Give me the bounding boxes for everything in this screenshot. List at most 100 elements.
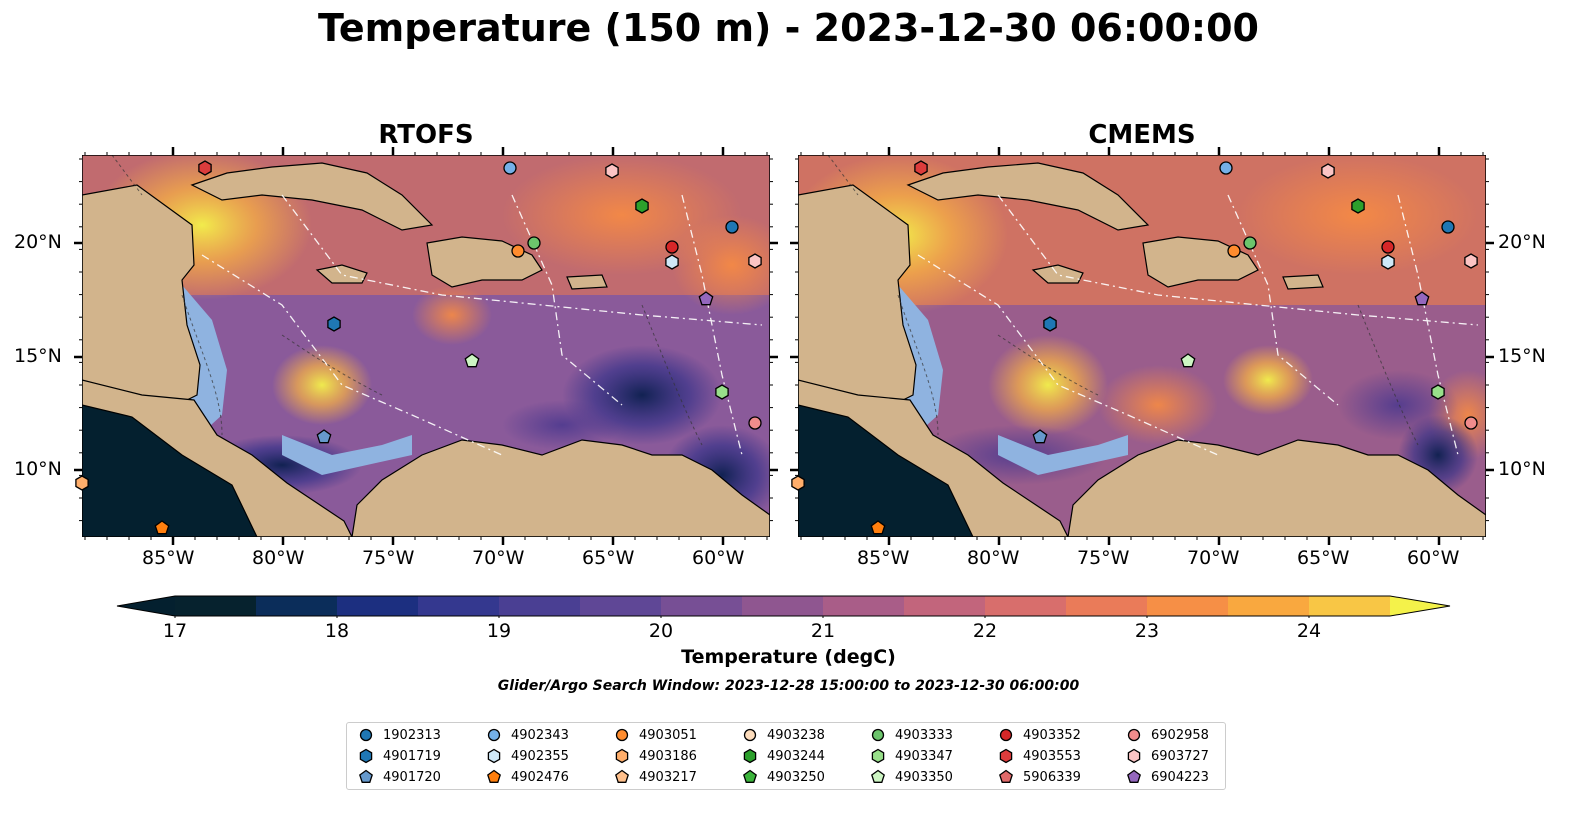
colorbar-tick-label: 17 bbox=[162, 620, 188, 642]
colorbar bbox=[116, 595, 1451, 618]
eez-boundary bbox=[917, 194, 1479, 456]
lon-tick-label: 60°W bbox=[692, 547, 745, 569]
float-marker bbox=[665, 254, 679, 270]
warm-anomaly bbox=[412, 285, 492, 345]
float-marker bbox=[1431, 384, 1445, 400]
float-marker bbox=[1464, 253, 1478, 269]
float-marker bbox=[1219, 161, 1233, 175]
float-marker bbox=[605, 163, 619, 179]
legend-label: 4903250 bbox=[767, 769, 825, 785]
colorbar-extend-low bbox=[117, 596, 175, 616]
lon-tick-label: 65°W bbox=[1297, 547, 1350, 569]
land-central-america bbox=[798, 379, 1069, 537]
land-south-america bbox=[351, 439, 770, 537]
legend-marker bbox=[743, 769, 757, 783]
float-marker bbox=[1180, 353, 1196, 368]
lat-tick-label: 20°N bbox=[1498, 231, 1546, 253]
legend-marker bbox=[871, 748, 885, 764]
legend-marker-icon bbox=[871, 748, 885, 764]
legend-marker-icon bbox=[359, 769, 373, 783]
legend-label: 4903217 bbox=[639, 769, 697, 785]
lon-tick-label: 80°W bbox=[252, 547, 305, 569]
warm-anomaly bbox=[988, 335, 1108, 435]
float-marker bbox=[748, 416, 762, 430]
lat-tick-label: 10°N bbox=[1498, 458, 1546, 480]
colorbar-segment bbox=[256, 596, 338, 616]
colorbar-segment bbox=[418, 596, 500, 616]
land-cuba bbox=[190, 162, 434, 231]
legend-marker-icon bbox=[487, 728, 501, 742]
colorbar-segment bbox=[337, 596, 419, 616]
legend-item: 4903186 bbox=[613, 746, 697, 766]
cold-anomaly bbox=[502, 400, 622, 450]
legend-marker bbox=[1127, 769, 1141, 783]
float-marker bbox=[527, 236, 541, 250]
map-panel-rtofs bbox=[82, 155, 770, 537]
legend-marker-icon bbox=[1127, 769, 1141, 783]
float-marker bbox=[1414, 291, 1430, 306]
legend-item: 4903051 bbox=[613, 725, 697, 745]
float-marker bbox=[1243, 236, 1257, 250]
legend-marker bbox=[487, 728, 501, 742]
legend-label: 4903350 bbox=[895, 769, 953, 785]
legend-item: 6902958 bbox=[1125, 725, 1209, 745]
warm-anomaly bbox=[272, 345, 372, 425]
colorbar-tick-label: 18 bbox=[324, 620, 350, 642]
land-jamaica bbox=[315, 264, 368, 284]
legend-marker-icon bbox=[615, 769, 629, 783]
legend-marker bbox=[615, 769, 629, 783]
search-window-text: Glider/Argo Search Window: 2023-12-28 15… bbox=[497, 678, 1080, 694]
land-south-america bbox=[1067, 439, 1486, 537]
float-marker bbox=[198, 160, 212, 176]
legend-marker-icon bbox=[615, 748, 629, 764]
legend-label: 4902355 bbox=[511, 748, 569, 764]
legend-item: 6904223 bbox=[1125, 767, 1209, 787]
legend-marker bbox=[487, 769, 501, 783]
legend-marker bbox=[359, 748, 373, 764]
float-marker bbox=[1032, 429, 1048, 444]
legend-marker bbox=[743, 728, 757, 742]
shelf-zone bbox=[998, 435, 1128, 475]
colorbar-segment bbox=[661, 596, 743, 616]
colorbar-tick-label: 19 bbox=[486, 620, 512, 642]
lon-tick-label: 85°W bbox=[142, 547, 195, 569]
legend-marker bbox=[871, 728, 885, 742]
lat-tick-label: 10°N bbox=[14, 458, 62, 480]
float-marker bbox=[1441, 220, 1455, 234]
legend-item: 4901720 bbox=[357, 767, 441, 787]
lon-tick-label: 60°W bbox=[1407, 547, 1460, 569]
legend-label: 4903186 bbox=[639, 748, 697, 764]
legend-item: 4903217 bbox=[613, 767, 697, 787]
lon-tick-label: 65°W bbox=[582, 547, 635, 569]
legend-label: 4903051 bbox=[639, 727, 697, 743]
float-marker bbox=[698, 291, 714, 306]
lon-tick-label: 75°W bbox=[362, 547, 415, 569]
legend-item: 4903347 bbox=[869, 746, 953, 766]
legend-marker-icon bbox=[871, 769, 885, 783]
legend-marker bbox=[1127, 728, 1141, 742]
colorbar-segment bbox=[1228, 596, 1310, 616]
land-jamaica bbox=[1031, 264, 1084, 284]
pacific-dark bbox=[82, 405, 257, 537]
legend-label: 4903333 bbox=[895, 727, 953, 743]
legend-marker-icon bbox=[999, 748, 1013, 764]
legend-marker-icon bbox=[615, 728, 629, 742]
legend-label: 5906339 bbox=[1023, 769, 1081, 785]
legend-marker bbox=[871, 769, 885, 783]
panel-title-rtofs: RTOFS bbox=[378, 120, 474, 150]
legend-marker-icon bbox=[999, 769, 1013, 783]
map-panel-cmems bbox=[798, 155, 1486, 537]
float-marker bbox=[1464, 416, 1478, 430]
legend-marker bbox=[743, 748, 757, 764]
legend-item: 4901719 bbox=[357, 746, 441, 766]
float-marker bbox=[464, 353, 480, 368]
colorbar-segment bbox=[175, 596, 257, 616]
float-marker bbox=[748, 253, 762, 269]
legend-item: 4902476 bbox=[485, 767, 569, 787]
panel-title-cmems: CMEMS bbox=[1088, 120, 1196, 150]
legend-item: 4902355 bbox=[485, 746, 569, 766]
legend-marker-icon bbox=[359, 748, 373, 764]
float-marker bbox=[1381, 254, 1395, 270]
legend-item: 4903238 bbox=[741, 725, 825, 745]
